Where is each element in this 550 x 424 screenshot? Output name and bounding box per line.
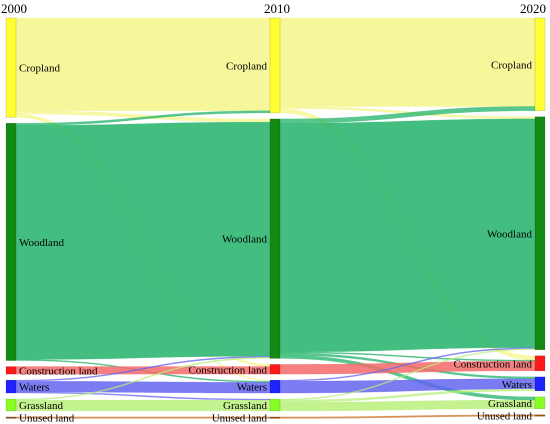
node-label-waters-2010: Waters (237, 382, 267, 394)
year-label-2020: 2020 (520, 1, 546, 16)
node-label-cropland-2020: Cropland (491, 59, 532, 71)
node-label-waters-2000: Waters (19, 382, 49, 394)
node-waters-2010 (269, 379, 281, 394)
node-label-grassland-2010: Grassland (223, 400, 267, 412)
node-construction-land-2020 (534, 355, 546, 372)
flow-waters-to-grassland-2000-2010 (15, 391, 271, 401)
node-unused-land-2020 (534, 414, 546, 417)
node-construction-land-2010 (269, 364, 281, 375)
flow-woodland-to-cropland-2010-2020 (279, 106, 536, 124)
node-woodland-2020 (534, 116, 546, 351)
node-grassland-2020 (534, 396, 546, 410)
year-label-2000: 2000 (1, 1, 27, 16)
node-woodland-2000 (5, 122, 17, 361)
node-cropland-2010 (269, 17, 281, 114)
node-grassland-2010 (269, 398, 281, 412)
node-waters-2020 (534, 376, 546, 392)
node-label-construction-land-2010: Construction land (188, 364, 267, 376)
land-use-nodes (5, 17, 546, 419)
node-labels: Cropland Woodland Construction land Waters G… (19, 59, 532, 424)
flow-grassland-to-waters-2010-2020 (279, 388, 536, 403)
flow-construction-land-to-construction-land-2000-2010 (15, 366, 271, 375)
node-label-grassland-2020: Grassland (488, 398, 532, 410)
flow-grassland-to-woodland-2010-2020 (279, 348, 536, 401)
year-labels: 2000 2010 2020 (1, 1, 546, 16)
node-label-cropland-2010: Cropland (226, 60, 267, 72)
node-cropland-2000 (5, 17, 17, 118)
node-grassland-2000 (5, 398, 17, 412)
flow-grassland-to-grassland-2010-2020 (279, 399, 536, 412)
node-label-construction-land-2000: Construction land (19, 365, 98, 377)
node-unused-land-2010 (269, 416, 281, 419)
year-label-2010: 2010 (264, 1, 290, 16)
node-label-woodland-2020: Woodland (487, 228, 532, 240)
node-woodland-2010 (269, 118, 281, 359)
node-label-construction-land-2020: Construction land (453, 358, 532, 370)
node-label-unused-land-2000: Unused land (19, 413, 75, 424)
flow-waters-to-waters-2000-2010 (15, 380, 271, 394)
node-cropland-2020 (534, 17, 546, 112)
node-construction-land-2000 (5, 366, 17, 375)
node-label-unused-land-2010: Unused land (212, 413, 268, 424)
node-label-unused-land-2020: Unused land (477, 411, 533, 423)
node-label-woodland-2010: Woodland (222, 234, 267, 246)
flow-unused-land-to-unused-land-2010-2020 (279, 414, 536, 419)
node-label-cropland-2000: Cropland (19, 63, 60, 75)
flow-links (15, 17, 536, 419)
node-unused-land-2000 (5, 416, 17, 419)
node-waters-2000 (5, 379, 17, 394)
node-label-woodland-2000: Woodland (19, 237, 64, 249)
node-label-grassland-2000: Grassland (19, 400, 63, 412)
flow-construction-land-to-construction-land-2010-2020 (279, 360, 536, 375)
node-label-waters-2020: Waters (502, 379, 532, 391)
